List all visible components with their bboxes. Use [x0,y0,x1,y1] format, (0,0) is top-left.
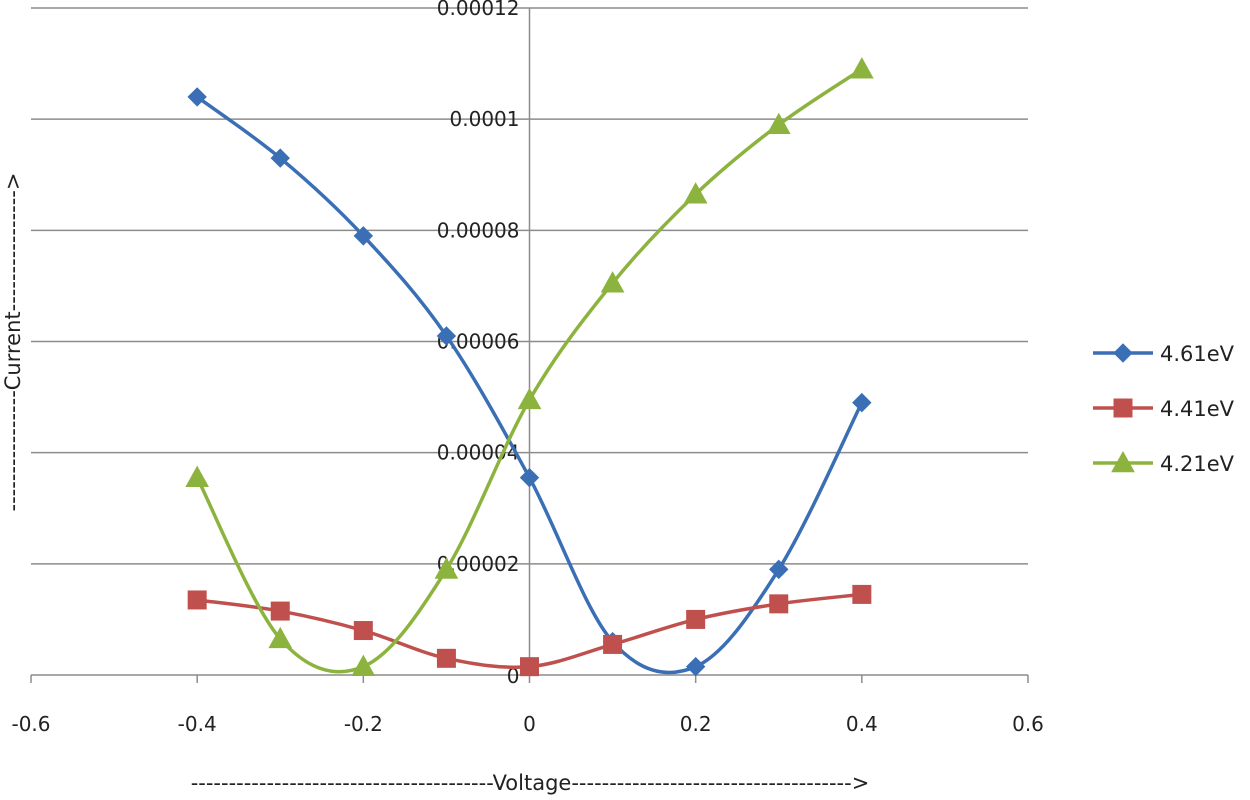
data-point [769,594,789,614]
legend-entry: 4.41eV [1093,397,1235,421]
data-point [520,657,539,677]
axes [30,8,1029,683]
data-point [268,626,293,649]
data-point [603,634,623,654]
data-point [600,271,625,293]
data-point [187,87,207,107]
legend-label: 4.41eV [1160,397,1235,421]
legend-label: 4.21eV [1160,452,1235,476]
y-tick-label: 0 [507,664,520,688]
x-tick-label: -0.2 [344,712,383,736]
x-tick-label: -0.6 [11,712,50,736]
y-tick-label: 0.00012 [437,0,520,20]
legend-entry: 4.21eV [1093,450,1235,476]
x-tick-label: 0.4 [846,712,878,736]
data-point [436,326,457,346]
data-point [187,590,207,610]
legend-marker [1113,343,1133,363]
data-point [769,559,789,580]
data-point [849,57,874,79]
x-tick-label: 0.2 [680,712,712,736]
data-point [351,654,376,676]
series-line [195,67,863,674]
x-tick-label: 0 [523,712,536,736]
data-point [270,601,290,621]
tick-labels: 00.000020.000040.000060.000080.00010.000… [11,0,1043,736]
legend: 4.61eV 4.41eV 4.21eV [1093,342,1235,476]
y-tick-label: 0.00008 [437,218,520,242]
data-point [353,226,374,246]
legend-marker [1113,398,1133,418]
data-point [686,609,706,629]
series-group [185,57,874,677]
data-point [852,392,872,413]
y-axis-title: ----------------Current----------------> [1,173,25,512]
data-point [766,112,791,135]
data-point [852,584,872,604]
data-point [185,465,210,487]
series-4.41eV [187,584,872,677]
data-point [683,182,708,204]
data-point [685,656,706,677]
series-4.21eV [185,57,874,676]
data-point [517,387,542,410]
data-point [270,148,290,168]
data-point [434,557,459,579]
series-line [196,95,864,675]
data-point [353,621,373,641]
x-tick-label: 0.6 [1012,712,1044,736]
data-point [436,648,456,668]
legend-label: 4.61eV [1160,342,1235,366]
data-point [519,467,540,488]
x-axis-title: ----------------------------------------… [191,771,870,795]
x-tick-label: -0.4 [178,712,217,736]
legend-entry: 4.61eV [1093,342,1235,366]
y-tick-label: 0.0001 [450,107,520,131]
legend-marker [1111,450,1135,473]
